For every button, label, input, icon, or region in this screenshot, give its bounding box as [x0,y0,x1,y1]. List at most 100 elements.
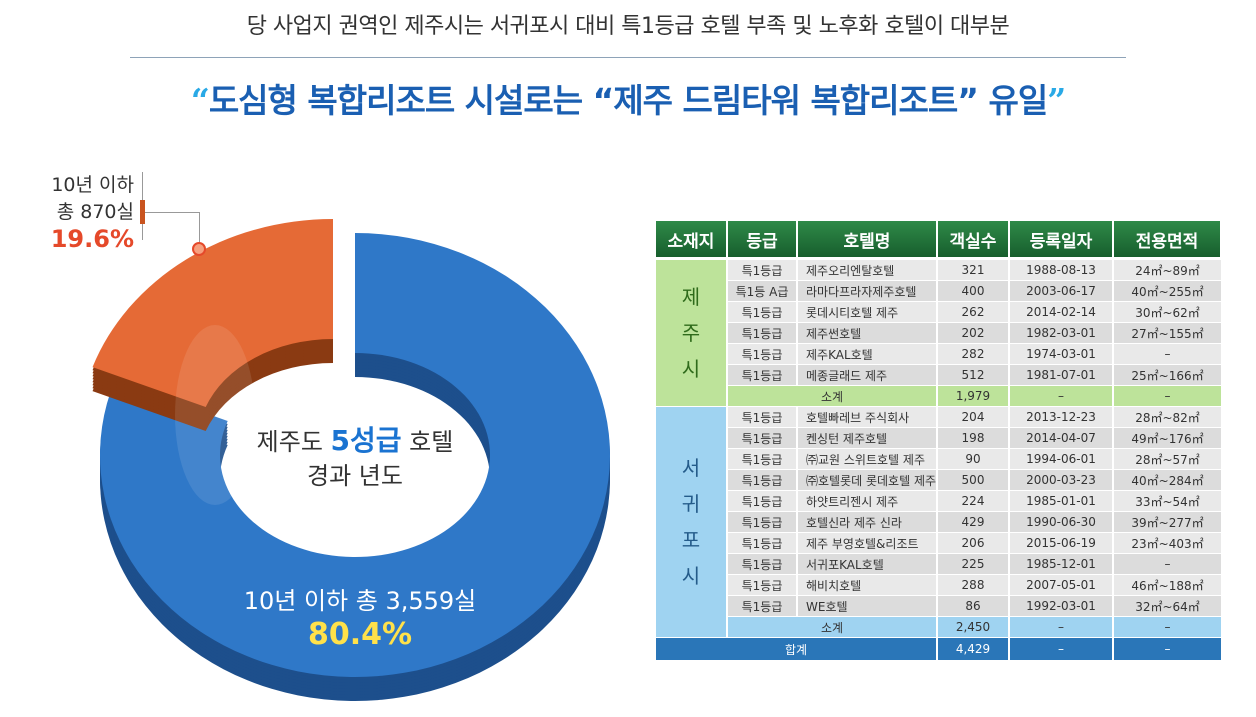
cell-area: 39㎡~277㎡ [1112,511,1221,533]
header-hotel-name: 호텔명 [796,221,938,260]
cell-area: 28㎡~57㎡ [1112,448,1221,470]
cell-grade: 특1등급 [726,595,797,617]
callout-leader-vertical [199,212,200,244]
subtotal-area: – [1112,385,1221,407]
cell-reg-date: 1992-03-01 [1008,595,1113,617]
region-char: 주 [681,321,701,345]
cell-reg-date: 2013-12-23 [1008,406,1113,428]
cell-reg-date: 2000-03-23 [1008,469,1113,491]
cell-rooms: 90 [936,448,1009,470]
cell-reg-date: 1981-07-01 [1008,364,1113,386]
subtotal-label: 소계 [726,616,937,638]
donut-chart [92,219,611,701]
cell-area: 49㎡~176㎡ [1112,427,1221,449]
header-rooms: 객실수 [936,221,1010,260]
cell-hotel-name: ㈜교원 스위트호텔 제주 [796,448,937,470]
cell-grade: 특1등급 [726,406,797,428]
cell-hotel-name: WE호텔 [796,595,937,617]
total-rooms: 4,429 [936,637,1009,661]
center-post: 호텔 [401,428,454,456]
headline-pre: 도심형 복합리조트 시설로는 [208,81,593,120]
table-row: 특1등급 제주썬호텔 202 1982-03-01 27㎡~155㎡ [655,322,1221,344]
cell-grade: 특1등급 [726,258,797,281]
cell-grade: 특1등급 [726,469,797,491]
cell-reg-date: 1994-06-01 [1008,448,1113,470]
headline-close-quote: ” [1047,81,1066,120]
callout-marker [140,200,145,224]
small-slice-callout: 10년 이하 총 870실 19.6% [20,172,134,253]
cell-grade: 특1등급 [726,448,797,470]
cell-rooms: 400 [936,280,1009,302]
cell-grade: 특1등 A급 [726,280,797,302]
cell-grade: 특1등급 [726,490,797,512]
region-char: 포 [681,528,701,552]
cell-hotel-name: ㈜호텔롯데 롯데호텔 제주 [796,469,937,491]
cell-rooms: 225 [936,553,1009,575]
headline-open-quote: “ [190,81,210,120]
cell-hotel-name: 제주KAL호텔 [796,343,937,365]
cell-rooms: 262 [936,301,1009,323]
cell-hotel-name: 제주 부영호텔&리조트 [796,532,937,554]
cell-reg-date: 1985-12-01 [1008,553,1113,575]
cell-hotel-name: 해비치호텔 [796,574,937,596]
region-char: 귀 [681,492,701,516]
donut-slice-small [92,219,333,408]
cell-hotel-name: 메종글래드 제주 [796,364,937,386]
cell-reg-date: 1988-08-13 [1008,258,1113,281]
donut-sheen [175,325,255,505]
cell-grade: 특1등급 [726,322,797,344]
center-line2: 경과 년도 [307,462,403,490]
table-row: 특1등급 제주 부영호텔&리조트 206 2015-06-19 23㎡~403㎡ [655,532,1221,554]
table-row: 서 귀 포 시 특1등급 호텔빠레브 주식회사 204 2013-12-23 28㎡~82㎡ [654,406,1221,638]
cell-grade: 특1등급 [726,301,797,323]
table-row: 특1등급 메종글래드 제주 512 1981-07-01 25㎡~166㎡ [655,364,1221,386]
hotel-table-container: 소재지 등급 호텔명 객실수 등록일자 전용면적 제 주 시 특1등급 제주오리엔탈호텔… [654,221,1222,661]
cell-rooms: 86 [936,595,1009,617]
cell-rooms: 288 [936,574,1009,596]
cell-rooms: 198 [936,427,1009,449]
cell-reg-date: 2015-06-19 [1008,532,1113,554]
cell-area: 27㎡~155㎡ [1112,322,1221,344]
subtotal-label: 소계 [726,385,937,407]
cell-area: 30㎡~62㎡ [1112,301,1221,323]
large-slice-percent: 80.4% [307,617,413,652]
cell-area: 33㎡~54㎡ [1112,490,1221,512]
region-char: 제 [681,285,701,309]
cell-area: 40㎡~255㎡ [1112,280,1221,302]
headline-main: 제주 드림타워 복합리조트 [613,81,958,120]
cell-hotel-name: 호텔빠레브 주식회사 [796,406,937,428]
hotel-table: 소재지 등급 호텔명 객실수 등록일자 전용면적 제 주 시 특1등급 제주오리엔탈호텔… [654,221,1222,661]
subtotal-row: 소계 1,979– – [655,385,1221,407]
cell-area: 40㎡~284㎡ [1112,469,1221,491]
cell-reg-date: 2007-05-01 [1008,574,1113,596]
cell-rooms: 429 [936,511,1009,533]
header-area: 전용면적 [1112,221,1222,260]
region-char: 시 [681,357,701,381]
cell-hotel-name: 제주오리엔탈호텔 [796,258,937,281]
table-row: 특1등급 롯데시티호텔 제주 262 2014-02-14 30㎡~62㎡ [655,301,1221,323]
center-pre: 제주도 [256,428,331,456]
headline-inner-close: ” [957,81,979,120]
page-subtitle: 당 사업지 권역인 제주시는 서귀포시 대비 특1등급 호텔 부족 및 노후화 … [246,14,1010,39]
cell-area: – [1112,553,1221,575]
cell-area: – [1112,343,1221,365]
callout-leader-horizontal [145,212,200,213]
cell-hotel-name: 제주썬호텔 [796,322,937,344]
cell-reg-date: 1982-03-01 [1008,322,1113,344]
total-date: – [1008,637,1113,661]
table-row: 특1등급 하얏트리젠시 제주 224 1985-01-01 33㎡~54㎡ [655,490,1221,512]
page-headline: “도심형 복합리조트 시설로는 “제주 드림타워 복합리조트” 유일” [0,74,1256,122]
cell-grade: 특1등급 [726,511,797,533]
cell-grade: 특1등급 [726,427,797,449]
headline-inner-open: “ [592,81,615,120]
large-slice-label-text: 10년 이하 총 3,559실 [243,587,477,615]
cell-hotel-name: 호텔신라 제주 신라 [796,511,937,533]
header-reg-date: 등록일자 [1008,221,1114,260]
table-row: 제 주 시 특1등급 제주오리엔탈호텔 321 1988-08-13 24㎡~89㎡ [654,258,1221,407]
header-location: 소재지 [654,221,728,260]
table-row: 특1등 A급 라마다프라자제주호텔 400 2003-06-17 40㎡~255㎡ [655,280,1221,302]
cell-area: 46㎡~188㎡ [1112,574,1221,596]
cell-area: 25㎡~166㎡ [1112,364,1221,386]
cell-reg-date: 1985-01-01 [1008,490,1113,512]
